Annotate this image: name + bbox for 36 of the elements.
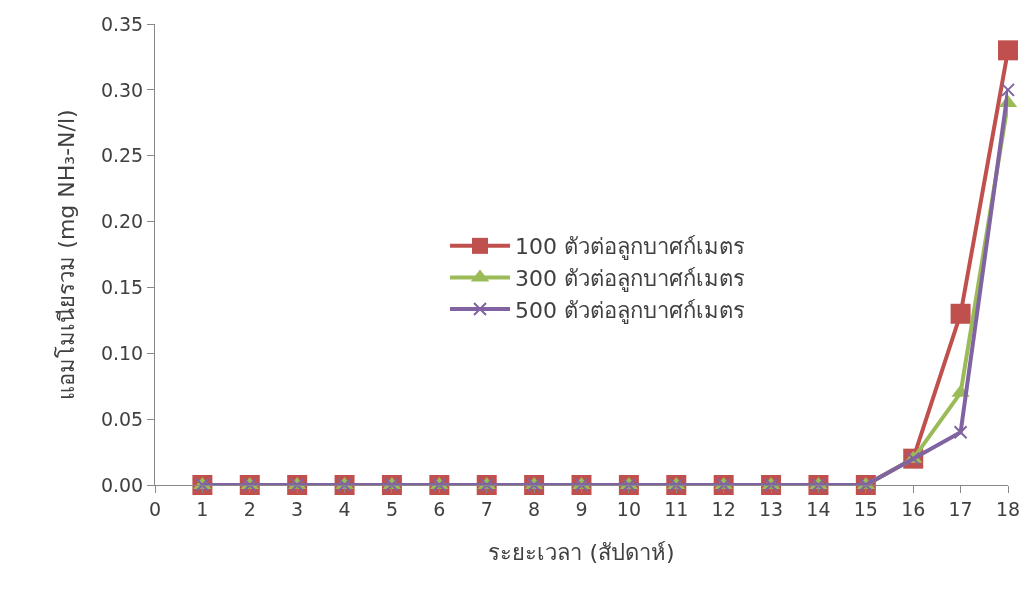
x-tick-label: 18 (995, 497, 1021, 520)
x-tick-label: 16 (901, 497, 926, 520)
x-tick-label: 3 (291, 497, 304, 520)
y-tick-label: 0.35 (100, 12, 144, 35)
point (953, 425, 968, 440)
x-tick-label: 8 (528, 497, 541, 520)
x-tick-label: 6 (433, 497, 446, 520)
y-tick-label: 0.25 (100, 144, 144, 167)
point (950, 303, 971, 324)
x-tick-label: 0 (148, 497, 162, 520)
point (998, 40, 1018, 61)
point (1001, 82, 1015, 97)
y-tick-label: 0.15 (100, 276, 144, 299)
y-tick-label: 0.20 (100, 210, 144, 233)
x-tick-label: 9 (575, 497, 588, 520)
x-tick-label: 2 (243, 497, 256, 520)
y-tick-label: 0.00 (100, 473, 144, 496)
x-tick-label: 17 (948, 497, 973, 520)
x-tick-label: 5 (385, 497, 398, 520)
x-tick-label: 13 (758, 497, 784, 520)
y-tick-label: 0.10 (100, 341, 144, 364)
x-tick-label: 14 (806, 497, 831, 520)
legend-label: 100 ตัวต่อลูกบาศก์เมตร (515, 234, 745, 261)
y-axis-title: แอมโมเนียรวม (mg NH₃-N/l) (53, 109, 79, 400)
y-tick-label: 0.05 (100, 407, 144, 430)
x-tick-label: 1 (196, 497, 209, 520)
x-tick-label: 11 (664, 497, 689, 520)
x-tick-label: 15 (853, 497, 878, 520)
x-tick-label: 4 (338, 497, 351, 520)
x-tick-label: 12 (711, 497, 736, 520)
x-axis-title: ระยะเวลา (สัปดาห์) (488, 539, 675, 565)
x-tick-label: 7 (480, 497, 493, 520)
legend-label: 300 ตัวต่อลูกบาศก์เมตร (515, 266, 745, 293)
x-tick-label: 10 (616, 497, 641, 520)
legend-label: 500 ตัวต่อลูกบาศก์เมตร (515, 297, 745, 324)
y-tick-label: 0.30 (100, 78, 144, 101)
